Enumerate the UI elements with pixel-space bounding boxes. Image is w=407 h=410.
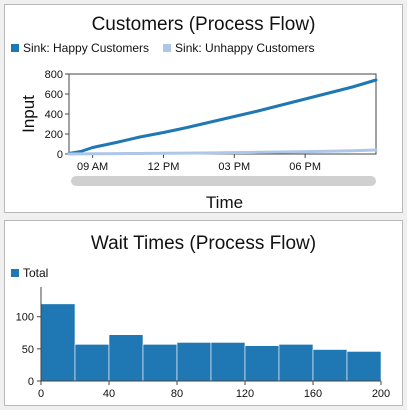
histogram-bar[interactable]: [210, 342, 246, 382]
legend-label: Sink: Happy Customers: [23, 41, 150, 55]
y-tick-label: 0: [28, 376, 34, 388]
time-scrollbar[interactable]: [71, 176, 376, 186]
legend-label: Total: [23, 266, 49, 280]
histogram-bar[interactable]: [108, 334, 144, 382]
y-tick-label: 800: [45, 69, 63, 81]
x-tick-label: 40: [103, 388, 115, 400]
series-line-unhappy: [67, 148, 378, 156]
x-tick-label: 160: [304, 388, 322, 400]
chart-title: Customers (Process Flow): [91, 14, 316, 35]
x-tick-label: 0: [38, 388, 44, 400]
histogram-bar[interactable]: [346, 351, 382, 382]
legend-swatch: [11, 44, 19, 52]
legend-item-happy[interactable]: Sink: Happy Customers: [11, 41, 149, 55]
legend-item-unhappy[interactable]: Sink: Unhappy Customers: [163, 41, 314, 55]
x-tick-label: 80: [171, 388, 183, 400]
y-tick-label: 50: [22, 344, 34, 356]
y-tick-label: 0: [57, 149, 63, 161]
histogram-bar[interactable]: [40, 303, 76, 382]
legend-swatch: [163, 44, 172, 52]
x-tick-label: 200: [372, 388, 390, 400]
x-tick-label: 12 PM: [148, 161, 180, 173]
legend-label: Sink: Unhappy Customers: [175, 41, 315, 55]
x-axis-title: Time: [206, 193, 243, 212]
x-tick-label: 06 PM: [289, 161, 321, 173]
x-tick-label: 09 AM: [77, 161, 108, 173]
x-tick-label: 120: [236, 388, 254, 400]
y-axis-title: Input: [19, 95, 38, 133]
chart-legend: Sink: Happy Customers Sink: Unhappy Cust…: [11, 41, 314, 55]
y-tick-label: 400: [45, 109, 63, 121]
x-tick-label: 03 PM: [218, 161, 250, 173]
wait-times-histogram: 0 50 100 0 40 80 120 160 200: [16, 287, 390, 400]
legend-item-total[interactable]: Total: [11, 266, 48, 280]
histogram-bar[interactable]: [142, 344, 178, 382]
histogram-bar[interactable]: [74, 344, 110, 382]
histogram-bar[interactable]: [244, 345, 280, 382]
customers-chart-panel: Customers (Process Flow) Sink: Happy Cus…: [4, 4, 403, 213]
legend-swatch: [11, 269, 19, 277]
chart-legend: Total: [11, 266, 48, 280]
y-tick-label: 600: [45, 89, 63, 101]
y-tick-label: 200: [45, 129, 63, 141]
histogram-bar[interactable]: [176, 342, 212, 382]
histogram-bar[interactable]: [278, 344, 314, 382]
wait-times-chart-panel: Wait Times (Process Flow) Total 0 50 100 0 4…: [4, 220, 403, 406]
chart-title: Wait Times (Process Flow): [90, 233, 317, 254]
series-line-happy: [67, 78, 378, 155]
y-tick-label: 100: [16, 312, 34, 324]
customers-line-chart: 0 200 400 600 800 09 AM 12 PM 03 PM 06 PM Input Ti…: [19, 69, 378, 212]
histogram-bar[interactable]: [312, 349, 348, 382]
